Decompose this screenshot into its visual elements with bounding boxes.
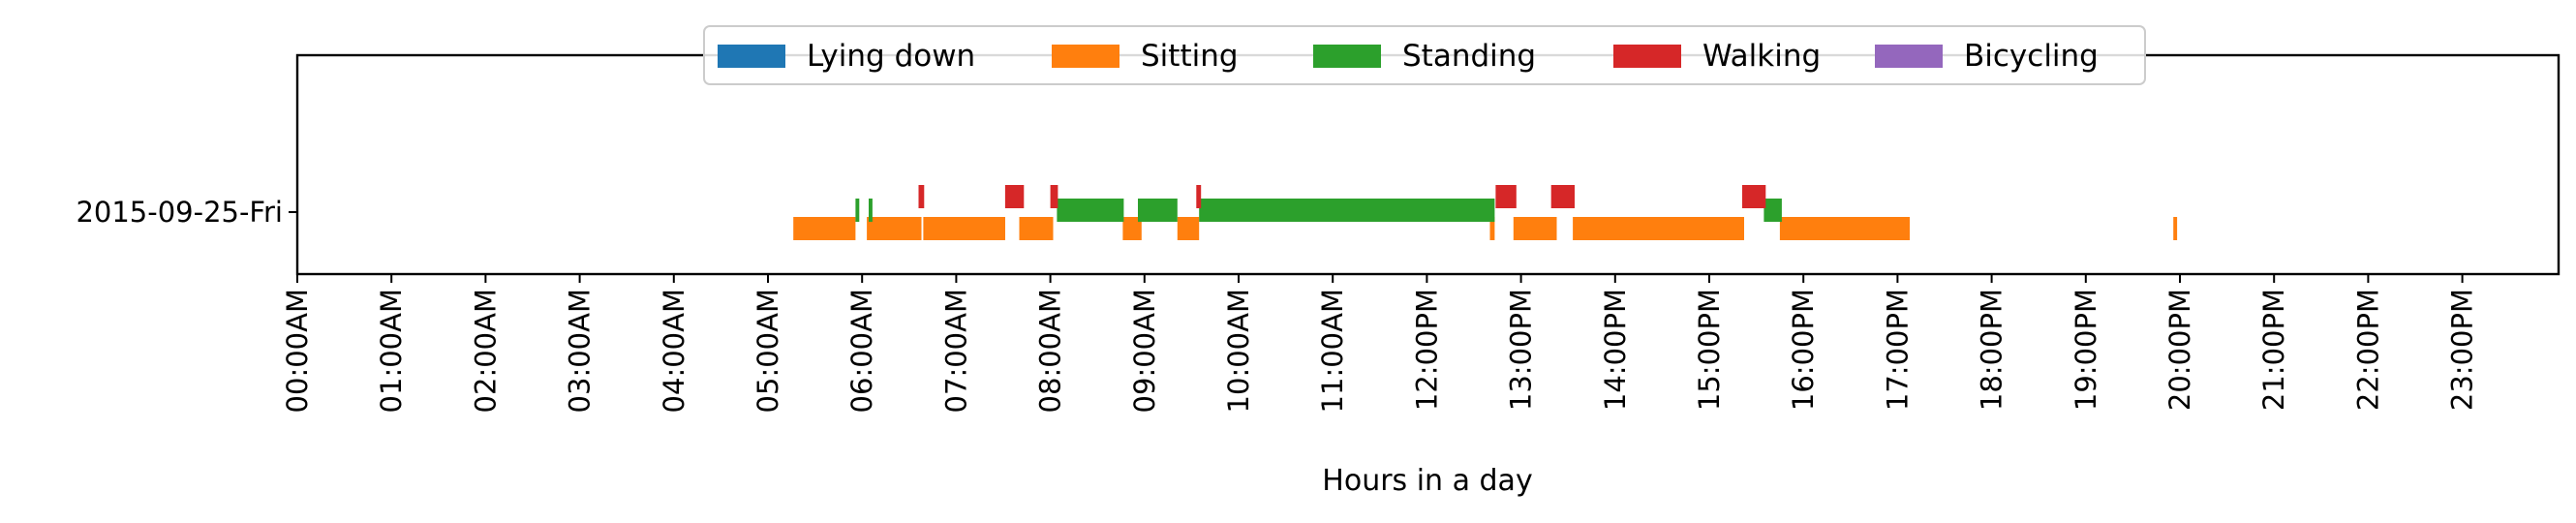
legend-swatch-sitting: [1052, 45, 1119, 68]
x-tick-label: 21:00PM: [2257, 289, 2290, 411]
x-tick-label: 23:00PM: [2446, 289, 2479, 411]
sitting-bar: [923, 217, 1005, 240]
legend-label-sitting: Sitting: [1141, 39, 1239, 74]
legend-label-walking: Walking: [1702, 39, 1821, 74]
activity-bars: [793, 185, 2178, 240]
x-tick-label: 11:00AM: [1316, 289, 1349, 413]
walking-bar: [1742, 185, 1766, 208]
walking-bar: [1495, 185, 1517, 208]
walking-bar: [1196, 185, 1202, 208]
x-tick-label: 01:00AM: [375, 289, 408, 413]
sitting-bar: [1513, 217, 1557, 240]
legend-label-lying-down: Lying down: [807, 39, 975, 74]
standing-bar: [869, 199, 873, 222]
x-tick-label: 06:00AM: [845, 289, 878, 413]
x-axis: 00:00AM 01:00AM 02:00AM 03:00AM 04:00AM 05:00…: [281, 274, 2479, 413]
sitting-bar: [793, 217, 856, 240]
standing-bar: [1199, 199, 1495, 222]
x-tick-label: 20:00PM: [2163, 289, 2196, 411]
legend-swatch-bicycling: [1875, 45, 1943, 68]
x-tick-label: 04:00AM: [658, 289, 690, 413]
x-tick-label: 16:00PM: [1787, 289, 1820, 411]
x-tick-label: 13:00PM: [1505, 289, 1538, 411]
x-axis-title: Hours in a day: [1322, 464, 1532, 498]
sitting-bar: [1489, 217, 1495, 240]
standing-bar: [855, 199, 860, 222]
standing-bar: [1763, 199, 1782, 222]
x-tick-label: 05:00AM: [751, 289, 784, 413]
walking-bar: [1550, 185, 1575, 208]
legend-box: [703, 25, 2146, 85]
y-axis: 2015-09-25-Fri: [76, 196, 297, 229]
sitting-bar: [2173, 217, 2178, 240]
x-tick-label: 09:00AM: [1128, 289, 1161, 413]
x-tick-label: 19:00PM: [2070, 289, 2102, 411]
sitting-bar: [1573, 217, 1744, 240]
standing-bar: [1138, 199, 1178, 222]
x-tick-label: 03:00AM: [564, 289, 597, 413]
x-tick-label: 22:00PM: [2351, 289, 2384, 411]
walking-bar: [1050, 185, 1058, 208]
x-tick-label: 12:00PM: [1410, 289, 1443, 411]
sitting-bar: [1019, 217, 1054, 240]
legend-swatch-lying-down: [718, 45, 785, 68]
legend-label-standing: Standing: [1402, 39, 1536, 74]
legend: Lying down Sitting Standing Walking Bicyclin…: [703, 25, 2146, 85]
standing-bar: [1057, 199, 1124, 222]
x-tick-label: 08:00AM: [1034, 289, 1067, 413]
legend-swatch-walking: [1613, 45, 1681, 68]
walking-bar: [1004, 185, 1025, 208]
y-tick-label: 2015-09-25-Fri: [76, 196, 283, 229]
sitting-bar: [1177, 217, 1200, 240]
sitting-bar: [1779, 217, 1910, 240]
legend-label-bicycling: Bicycling: [1964, 39, 2099, 74]
x-tick-label: 14:00PM: [1599, 289, 1632, 411]
walking-bar: [918, 185, 925, 208]
legend-swatch-standing: [1313, 45, 1381, 68]
sitting-bar: [867, 217, 922, 240]
x-tick-label: 15:00PM: [1693, 289, 1726, 411]
x-tick-label: 10:00AM: [1222, 289, 1255, 413]
x-tick-label: 07:00AM: [939, 289, 972, 413]
plot-frame: [295, 53, 2561, 276]
x-tick-label: 17:00PM: [1881, 289, 1914, 411]
x-tick-label: 00:00AM: [281, 289, 314, 413]
sitting-bar: [1122, 217, 1142, 240]
x-tick-label: 18:00PM: [1976, 289, 2009, 411]
x-tick-label: 02:00AM: [469, 289, 502, 413]
